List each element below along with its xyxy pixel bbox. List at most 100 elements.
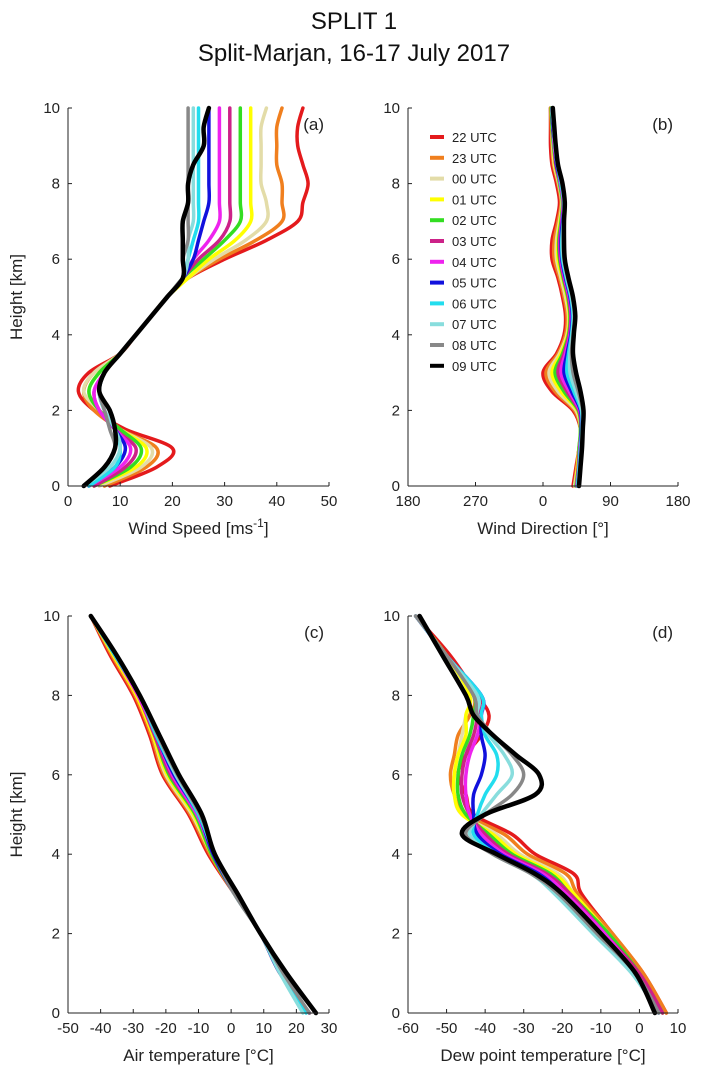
y-tick-label: 6: [392, 251, 400, 268]
x-tick-label: -20: [551, 1020, 573, 1037]
y-tick-label: 4: [392, 846, 400, 863]
y-tick-label: 2: [392, 402, 400, 419]
series-line-09-utc: [81, 105, 212, 489]
y-tick-label: 10: [43, 608, 60, 625]
legend-label: 03 UTC: [452, 234, 497, 249]
x-tick-label: 20: [288, 1020, 305, 1037]
x-tick-label: 30: [321, 1020, 338, 1037]
y-tick-label: 2: [392, 926, 400, 943]
x-tick-label: 0: [635, 1020, 643, 1037]
series-line-09-utc: [550, 105, 586, 489]
x-tick-label: -20: [155, 1020, 177, 1037]
x-axis-label: Wind Direction [°]: [477, 519, 609, 538]
series-group: [413, 613, 669, 1016]
legend-item: 01 UTC: [430, 192, 497, 207]
y-tick-label: 4: [52, 846, 60, 863]
y-tick-label: 4: [392, 327, 400, 344]
y-tick-label: 2: [52, 926, 60, 943]
series-group: [88, 613, 319, 1016]
series-line-09-utc: [88, 613, 319, 1016]
x-tick-label: -40: [474, 1020, 496, 1037]
y-tick-label: 0: [392, 478, 400, 495]
legend-item: 06 UTC: [430, 296, 497, 311]
legend-item: 22 UTC: [430, 130, 497, 145]
y-tick-label: 0: [52, 1005, 60, 1022]
panel-label: (c): [304, 623, 324, 642]
legend-item: 07 UTC: [430, 317, 497, 332]
series-group: [76, 105, 310, 489]
panel-label: (d): [652, 623, 673, 642]
legend-item: 00 UTC: [430, 172, 497, 187]
legend-label: 09 UTC: [452, 359, 497, 374]
series-line-08-utc: [413, 614, 661, 1015]
series-line-08-utc: [81, 106, 191, 488]
x-tick-label: -30: [122, 1020, 144, 1037]
panel-c: -50 -40 -30 -20 -10 0 10 20 30 0 2 4 6 8 10 Air tempera…: [7, 608, 337, 1065]
x-tick-label: 0: [227, 1020, 235, 1037]
y-tick-label: 2: [52, 402, 60, 419]
y-tick-label: 8: [392, 687, 400, 704]
legend-label: 23 UTC: [452, 151, 497, 166]
series-line-07-utc: [81, 106, 196, 488]
x-tick-label: -10: [590, 1020, 612, 1037]
legend-label: 22 UTC: [452, 130, 497, 145]
x-tick-label: 10: [112, 493, 129, 510]
panel-d: -60 -50 -40 -30 -20 -10 0 10 0 2 4 6 8 10 Dew point te…: [383, 608, 686, 1065]
x-tick-label: 40: [268, 493, 285, 510]
legend-label: 07 UTC: [452, 317, 497, 332]
x-tick-label: -30: [513, 1020, 535, 1037]
y-tick-label: 6: [392, 767, 400, 784]
y-tick-label: 8: [52, 687, 60, 704]
legend-item: 04 UTC: [430, 255, 497, 270]
legend-item: 05 UTC: [430, 276, 497, 291]
legend-item: 23 UTC: [430, 151, 497, 166]
x-tick-label: -10: [188, 1020, 210, 1037]
x-tick-label: 270: [463, 493, 488, 510]
legend-label: 04 UTC: [452, 255, 497, 270]
x-tick-label: -50: [436, 1020, 458, 1037]
x-tick-label: 90: [602, 493, 619, 510]
figure-subtitle: Split-Marjan, 16-17 July 2017: [197, 40, 511, 67]
y-tick-label: 6: [52, 767, 60, 784]
x-tick-label: 50: [321, 493, 338, 510]
y-tick-label: 10: [43, 100, 60, 117]
y-tick-label: 4: [52, 327, 60, 344]
x-tick-label: -40: [90, 1020, 112, 1037]
panel-a: 0 10 20 30 40 50 0 2 4 6 8 10 Wind Speed [ms-1] Heigh…: [7, 100, 337, 538]
x-tick-label: 0: [64, 493, 72, 510]
panel-label: (b): [652, 115, 673, 134]
y-axis-label: Height [km]: [7, 254, 26, 340]
legend-item: 02 UTC: [430, 213, 497, 228]
series-group: [541, 105, 586, 489]
y-tick-label: 0: [52, 478, 60, 495]
panel-label: (a): [303, 115, 324, 134]
figure-title: SPLIT 1: [310, 8, 398, 35]
x-tick-label: 10: [670, 1020, 687, 1037]
legend-item: 03 UTC: [430, 234, 497, 249]
x-tick-label: -60: [397, 1020, 419, 1037]
series-line-07-utc: [413, 614, 661, 1015]
x-tick-label: -50: [57, 1020, 79, 1037]
y-tick-label: 10: [383, 608, 400, 625]
y-axis-label: Height [km]: [7, 772, 26, 858]
x-axis-label: Dew point temperature [°C]: [440, 1046, 645, 1065]
legend-item: 08 UTC: [430, 338, 497, 353]
x-tick-label: 180: [395, 493, 420, 510]
x-tick-label: 10: [255, 1020, 272, 1037]
legend-label: 02 UTC: [452, 213, 497, 228]
y-tick-label: 0: [392, 1005, 400, 1022]
legend-label: 05 UTC: [452, 276, 497, 291]
x-axis-label: Wind Speed [ms-1]: [128, 516, 268, 538]
y-tick-label: 8: [52, 176, 60, 193]
series-line-09-utc: [417, 613, 658, 1016]
x-tick-label: 30: [216, 493, 233, 510]
legend: 22 UTC 23 UTC 00 UTC 01 UTC 02 UTC 03 UTC 04 U…: [430, 130, 497, 374]
legend-item: 09 UTC: [430, 359, 497, 374]
x-tick-label: 180: [665, 493, 690, 510]
x-tick-label: 20: [164, 493, 181, 510]
series-line-06-utc: [87, 106, 201, 488]
y-tick-label: 6: [52, 251, 60, 268]
y-tick-label: 8: [392, 176, 400, 193]
